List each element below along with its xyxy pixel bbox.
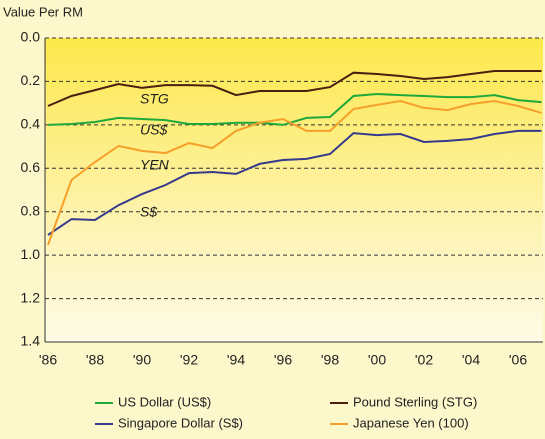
y-tick-label: 1.0	[21, 246, 41, 262]
x-tick-label: '88	[86, 352, 104, 368]
legend-label: Pound Sterling (STG)	[353, 394, 477, 409]
x-tick-label: '04	[462, 352, 480, 368]
y-tick-label: 0.6	[21, 159, 41, 175]
annotation: S$	[140, 204, 157, 220]
x-tick-label: '92	[180, 352, 198, 368]
annotation: US$	[140, 122, 167, 138]
x-tick-label: '96	[274, 352, 292, 368]
y-tick-label: 0.4	[21, 116, 41, 132]
y-axis-label: Value Per RM	[3, 4, 83, 19]
x-tick-label: '00	[368, 352, 386, 368]
series-line	[47, 129, 542, 236]
y-tick-label: 1.2	[21, 289, 41, 305]
legend-label: US Dollar (US$)	[118, 394, 211, 409]
legend-label: Japanese Yen (100)	[353, 415, 469, 430]
x-tick-label: '86	[39, 352, 57, 368]
y-tick-label: 0.0	[21, 29, 41, 45]
annotation: YEN	[140, 157, 170, 173]
legend-label: Singapore Dollar (S$)	[118, 415, 243, 430]
series-line	[47, 70, 542, 107]
series-line	[47, 92, 542, 126]
y-tick-label: 0.8	[21, 202, 41, 218]
plot-area	[45, 38, 543, 342]
x-tick-label: '94	[227, 352, 245, 368]
y-tick-label: 0.2	[21, 72, 41, 88]
x-tick-label: '90	[133, 352, 151, 368]
y-tick-label: 1.4	[21, 333, 41, 349]
x-tick-label: '98	[321, 352, 339, 368]
series-line	[47, 99, 542, 246]
x-tick-label: '02	[415, 352, 433, 368]
x-tick-label: '06	[509, 352, 527, 368]
annotation: STG	[140, 91, 169, 107]
